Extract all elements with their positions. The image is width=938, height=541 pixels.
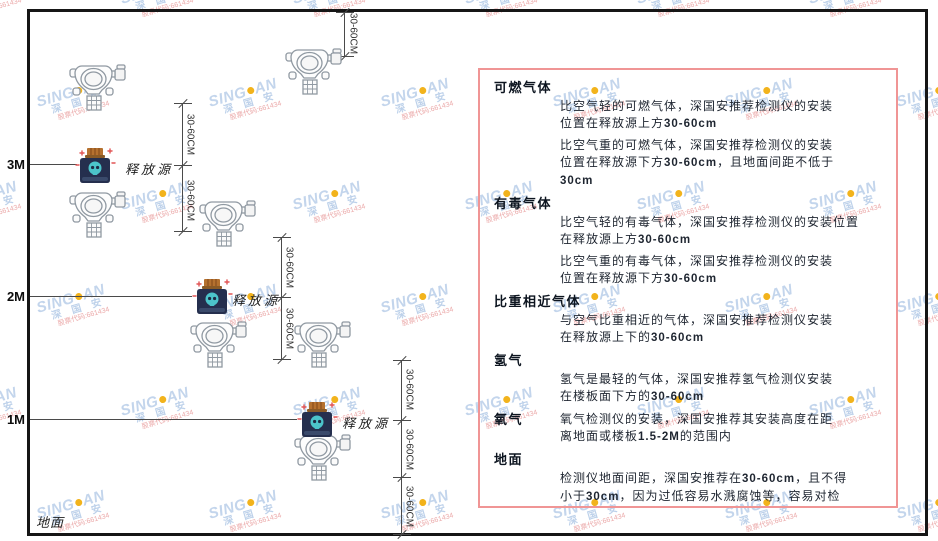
gas-detector-icon	[189, 320, 247, 375]
gas-detector-icon	[68, 63, 126, 118]
gas-detector-icon	[284, 47, 342, 102]
level-line-3m	[30, 164, 77, 165]
info-section-heading: 地面	[494, 452, 524, 467]
info-section-heading: 比重相近气体	[494, 294, 582, 309]
release-source-label: 释放源	[125, 162, 174, 177]
info-panel: 可燃气体 比空气轻的可燃气体，深国安推荐检测仪的安装 位置在释放源上方30-60c…	[478, 68, 898, 508]
release-source-label: 释放源	[342, 416, 391, 431]
dimension-label: 30-60CM	[184, 113, 196, 156]
info-section-paragraph: 比空气重的有毒气体，深国安推荐检测仪的安装 位置在释放源下方30-60cm	[560, 254, 834, 285]
info-section-paragraph: 比空气重的可燃气体，深国安推荐检测仪的安装 位置在释放源下方30-60cm，且地…	[560, 138, 835, 187]
info-section-2: 有毒气体 比空气轻的有毒气体，深国安推荐检测仪的安装位置 在释放源上方30-60c…	[494, 195, 882, 288]
release-source-icon	[190, 278, 234, 321]
dimension-label: 30-60CM	[283, 246, 295, 289]
dimension-label: 30-60CM	[347, 12, 359, 55]
info-section-6: 地面检测仪地面间距，深国安推荐在30-60cm，且不得 小于30cm，因为过低容…	[494, 451, 882, 506]
dimension-line-2m-group	[273, 232, 291, 365]
info-section-heading: 有毒气体	[494, 196, 553, 211]
info-section-paragraph: 氢气是最轻的气体，深国安推荐氢气检测仪安装 在楼板面下方的30-60cm	[560, 372, 834, 403]
info-section-1: 可燃气体 比空气轻的可燃气体，深国安推荐检测仪的安装 位置在释放源上方30-60c…	[494, 79, 882, 190]
dimension-line-ceiling	[336, 7, 354, 62]
level-line-1m	[30, 419, 297, 420]
gas-detector-icon	[198, 199, 256, 254]
info-section-heading: 氧气	[494, 412, 524, 427]
watermark-code: 股票代码:661434	[0, 0, 23, 20]
info-section-paragraph: 与空气比重相近的气体，深国安推荐检测仪安装 在释放源上下的30-60cm	[560, 313, 834, 344]
dimension-label: 30-60CM	[403, 368, 415, 411]
dimension-line-1m-group	[393, 355, 411, 540]
diagram-frame	[27, 9, 928, 536]
info-section-3: 比重相近气体与空气比重相近的气体，深国安推荐检测仪安装 在释放源上下的30-60…	[494, 293, 882, 347]
brand-dot-icon	[933, 497, 938, 507]
info-section-paragraph: 比空气轻的可燃气体，深国安推荐检测仪的安装 位置在释放源上方30-60cm	[560, 99, 834, 130]
info-section-5: 氧气 氧气检测仪的安装，深国安推荐其安装高度在距 离地面或楼板1.5-2M的范围内	[494, 411, 882, 446]
dimension-label: 30-60CM	[184, 179, 196, 222]
dimension-label: 30-60CM	[403, 428, 415, 471]
info-section-4: 氢气氢气是最轻的气体，深国安推荐氢气检测仪安装 在楼板面下方的30-60cm	[494, 352, 882, 406]
release-source-icon	[295, 401, 339, 444]
gas-detector-icon	[293, 433, 351, 488]
info-section-paragraph: 检测仪地面间距，深国安推荐在30-60cm，且不得 小于30cm，因为过低容易水…	[560, 471, 848, 503]
release-source-icon	[73, 147, 117, 190]
info-section-paragraph: 比空气轻的有毒气体，深国安推荐检测仪的安装位置 在释放源上方30-60cm	[560, 215, 860, 246]
dimension-label: 30-60CM	[403, 485, 415, 528]
ground-label: 地面	[36, 515, 65, 530]
info-section-heading: 可燃气体	[494, 80, 553, 95]
info-section-heading: 氢气	[494, 353, 524, 368]
level-label-1m: 1M	[6, 412, 25, 427]
dimension-line-3m-group	[174, 98, 192, 237]
level-label-3m: 3M	[6, 157, 25, 172]
gas-detector-icon	[293, 320, 351, 375]
brand-dot-icon	[933, 291, 938, 301]
brand-dot-icon	[933, 85, 938, 95]
info-section-paragraph: 氧气检测仪的安装，深国安推荐其安装高度在距 离地面或楼板1.5-2M的范围内	[560, 412, 834, 443]
gas-detector-icon	[68, 190, 126, 245]
level-label-2m: 2M	[6, 289, 25, 304]
release-source-label: 释放源	[232, 293, 281, 308]
level-line-2m	[30, 296, 192, 297]
